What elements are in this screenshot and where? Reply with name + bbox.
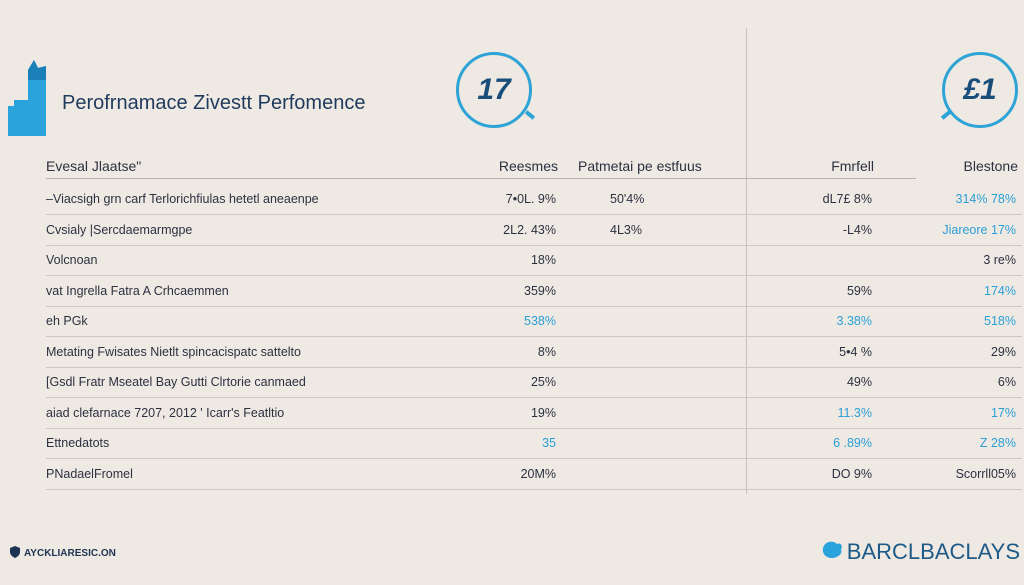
cell-c4: Jiareore 17% — [942, 222, 1016, 237]
cell-label: [Gsdl Fratr Mseatel Bay Gutti Clrtorie c… — [46, 375, 306, 389]
cell-c4: Scorrll05% — [955, 466, 1016, 481]
cell-label: Ettnedatots — [46, 436, 110, 450]
cell-c3: 6 .89% — [833, 436, 872, 450]
column-divider — [746, 28, 747, 494]
header-c4: Blestone — [963, 158, 1018, 174]
cell-c1: 538% — [524, 314, 556, 328]
cell-label: PNadaelFromel — [46, 466, 133, 481]
badge-tick — [940, 110, 952, 120]
cell-c1: 25% — [530, 375, 556, 389]
cell-c3: 11.3% — [837, 405, 872, 420]
table-row: aiad clefarnace 7207, 2012 ' Icarr's Fea… — [46, 399, 1022, 429]
footer-left-text: AYCKLIARESIC.ON — [24, 548, 116, 559]
header-c1: Reesmes — [498, 158, 558, 174]
header-c2: Patmetai pe estfuus — [578, 158, 702, 174]
table-row: [Gsdl Fratr Mseatel Bay Gutti Clrtorie c… — [46, 368, 1022, 398]
table-row: Cvsialy |Sercdaemarmgpe 2L2. 43% 4L3% -L4% J… — [46, 216, 1022, 246]
badge-right: £1 — [940, 52, 1018, 128]
cell-c3: 59% — [846, 283, 872, 298]
cell-c1: 18% — [530, 253, 556, 267]
cell-c1: 8% — [537, 344, 556, 359]
table-row: vat Ingrella Fatra A Crhcaemmen 359% 59% 17… — [46, 277, 1022, 307]
header-label: Evesal Jlaatse" — [46, 158, 142, 174]
logo-icon — [8, 60, 54, 136]
footer-brand-text: BARCLBACLAYS — [846, 539, 1020, 564]
cell-c4: 3 re% — [983, 253, 1016, 267]
cell-c2: 4L3% — [610, 222, 642, 237]
cell-c2: 50'4% — [610, 192, 645, 206]
footer-left: AYCKLIARESIC.ON — [10, 546, 116, 561]
cell-label: aiad clefarnace 7207, 2012 ' Icarr's Fea… — [46, 405, 285, 420]
header-rule — [46, 178, 916, 179]
badge-right-text: £1 — [963, 73, 997, 106]
cell-label: –Viacsigh grn carf Terlorichfiulas hetet… — [46, 192, 319, 206]
table-row: Volcnoan 18% 3 re% — [46, 246, 1022, 276]
table-row: Metating Fwisates Nietlt spincacispatc s… — [46, 338, 1022, 368]
cell-label: Metating Fwisates Nietlt spincacispatc s… — [46, 344, 301, 359]
cell-c3: 3.38% — [836, 314, 872, 328]
cell-c4: Z 28% — [979, 436, 1016, 450]
header-c3: Fmrfell — [831, 158, 874, 174]
cell-c1: 20M% — [520, 466, 556, 481]
cell-c3: dL7£ 8% — [822, 192, 872, 206]
cell-c1: 35 — [542, 436, 556, 450]
cell-c4: 17% — [990, 405, 1016, 420]
table-row: Ettnedatots 35 6 .89% Z 28% — [46, 429, 1022, 459]
badge-left: 17 — [456, 52, 536, 128]
cell-c4: 174% — [984, 283, 1016, 298]
cell-c4: 518% — [984, 314, 1016, 328]
cell-label: Volcnoan — [46, 253, 98, 267]
table-row: –Viacsigh grn carf Terlorichfiulas hetet… — [46, 185, 1022, 215]
cell-c3: -L4% — [842, 222, 872, 237]
shield-icon — [10, 546, 20, 561]
table-row: eh PGk 538% 3.38% 518% — [46, 307, 1022, 337]
cell-c1: 7•0L. 9% — [505, 192, 556, 206]
cell-c1: 19% — [530, 405, 556, 420]
cell-c1: 2L2. 43% — [503, 222, 556, 237]
cell-c3: 5•4 % — [839, 344, 872, 359]
badge-left-text: 17 — [477, 73, 511, 106]
cell-c4: 29% — [990, 344, 1016, 359]
table-row: PNadaelFromel 20M% DO 9% Scorrll05% — [46, 460, 1022, 490]
badge-tick — [524, 110, 536, 120]
cell-c4: 314% 78% — [955, 192, 1016, 206]
cell-c3: DO 9% — [831, 466, 872, 481]
cell-label: eh PGk — [46, 314, 88, 328]
cell-label: vat Ingrella Fatra A Crhcaemmen — [46, 283, 229, 298]
eagle-logo-icon — [821, 538, 843, 566]
page-title: Perofrnamace Zivestt Perfomence — [62, 92, 366, 114]
cell-c4: 6% — [997, 375, 1016, 389]
footer-brand: BARCLBACLAYS — [821, 538, 1020, 566]
cell-c3: 49% — [846, 375, 872, 389]
cell-c1: 359% — [524, 283, 556, 298]
cell-label: Cvsialy |Sercdaemarmgpe — [46, 222, 193, 237]
